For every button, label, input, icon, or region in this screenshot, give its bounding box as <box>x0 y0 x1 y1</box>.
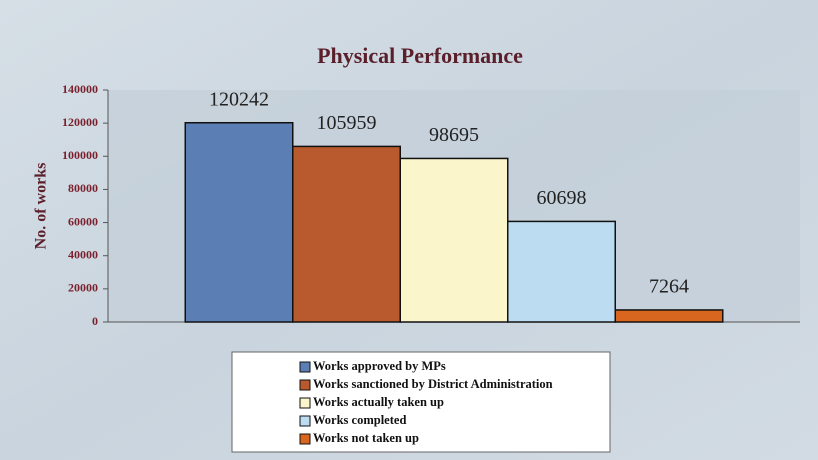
legend-label: Works not taken up <box>313 431 419 445</box>
bar <box>399 157 509 323</box>
y-tick-label: 0 <box>92 314 98 328</box>
legend-label: Works approved by MPs <box>313 359 446 373</box>
legend <box>231 351 611 453</box>
legend-label: Works completed <box>313 413 406 427</box>
data-label: 60698 <box>537 187 587 209</box>
legend-swatch <box>299 379 311 391</box>
chart-title: Physical Performance <box>317 43 523 68</box>
data-label: 120242 <box>209 88 269 110</box>
bar <box>507 220 616 323</box>
y-tick-label: 60000 <box>68 214 98 228</box>
legend-swatch <box>299 415 311 427</box>
bar <box>614 309 724 323</box>
legend-swatch <box>299 361 311 373</box>
y-tick-label: 40000 <box>68 247 98 261</box>
data-label: 98695 <box>429 124 479 146</box>
y-tick-label: 100000 <box>62 148 98 162</box>
bar <box>184 121 294 323</box>
y-axis-label: No. of works <box>33 163 50 250</box>
y-tick-label: 80000 <box>68 181 98 195</box>
bar <box>292 145 401 323</box>
y-tick-label: 20000 <box>68 281 98 295</box>
legend-label: Works sanctioned by District Administrat… <box>313 377 553 391</box>
legend-swatch <box>299 433 311 445</box>
y-tick-label: 140000 <box>62 82 98 96</box>
data-label: 7264 <box>649 276 689 298</box>
legend-label: Works actually taken up <box>313 395 444 409</box>
y-tick-label: 120000 <box>62 115 98 129</box>
legend-swatch <box>299 397 311 409</box>
data-label: 105959 <box>317 112 377 134</box>
